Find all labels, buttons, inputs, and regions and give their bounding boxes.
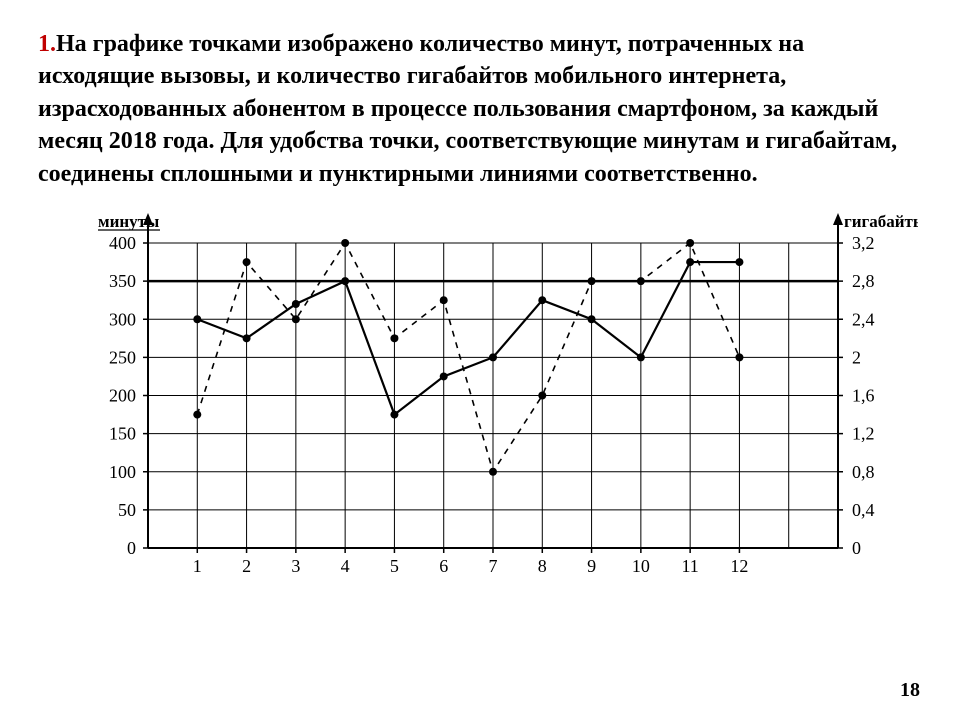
svg-text:7: 7 xyxy=(489,556,498,576)
svg-text:4: 4 xyxy=(341,556,350,576)
svg-text:минуты: минуты xyxy=(98,212,159,231)
svg-text:0,4: 0,4 xyxy=(852,500,875,520)
svg-text:2,8: 2,8 xyxy=(852,271,875,291)
svg-text:9: 9 xyxy=(587,556,596,576)
svg-text:0: 0 xyxy=(127,538,136,558)
svg-text:11: 11 xyxy=(681,556,698,576)
svg-text:2,4: 2,4 xyxy=(852,309,875,329)
svg-text:50: 50 xyxy=(118,500,136,520)
svg-text:350: 350 xyxy=(109,271,136,291)
svg-text:гигабайты: гигабайты xyxy=(844,212,918,231)
svg-text:300: 300 xyxy=(109,309,136,329)
svg-text:10: 10 xyxy=(632,556,650,576)
svg-text:8: 8 xyxy=(538,556,547,576)
svg-text:3: 3 xyxy=(291,556,300,576)
svg-text:1: 1 xyxy=(193,556,202,576)
svg-text:2: 2 xyxy=(242,556,251,576)
svg-text:400: 400 xyxy=(109,233,136,253)
svg-text:12: 12 xyxy=(730,556,748,576)
svg-text:150: 150 xyxy=(109,424,136,444)
svg-text:200: 200 xyxy=(109,385,136,405)
svg-text:100: 100 xyxy=(109,462,136,482)
page-number: 18 xyxy=(900,679,920,702)
svg-text:5: 5 xyxy=(390,556,399,576)
question-body: На графике точками изображено количество… xyxy=(38,31,897,187)
question-text: 1.На графике точками изображено количест… xyxy=(38,28,922,190)
svg-text:250: 250 xyxy=(109,347,136,367)
svg-text:3,2: 3,2 xyxy=(852,233,875,253)
chart-container: 0 50 100 150 200 250 300 350 400 0 0,4 0,8 1,2 1,6 2 2,… xyxy=(38,208,922,608)
svg-text:0,8: 0,8 xyxy=(852,462,875,482)
svg-text:2: 2 xyxy=(852,347,861,367)
page: 1.На графике точками изображено количест… xyxy=(0,0,960,720)
usage-chart: 0 50 100 150 200 250 300 350 400 0 0,4 0,8 1,2 1,6 2 2,… xyxy=(38,208,918,608)
svg-text:6: 6 xyxy=(439,556,448,576)
svg-text:1,6: 1,6 xyxy=(852,385,875,405)
svg-text:0: 0 xyxy=(852,538,861,558)
question-number: 1. xyxy=(38,31,56,57)
svg-text:1,2: 1,2 xyxy=(852,424,875,444)
